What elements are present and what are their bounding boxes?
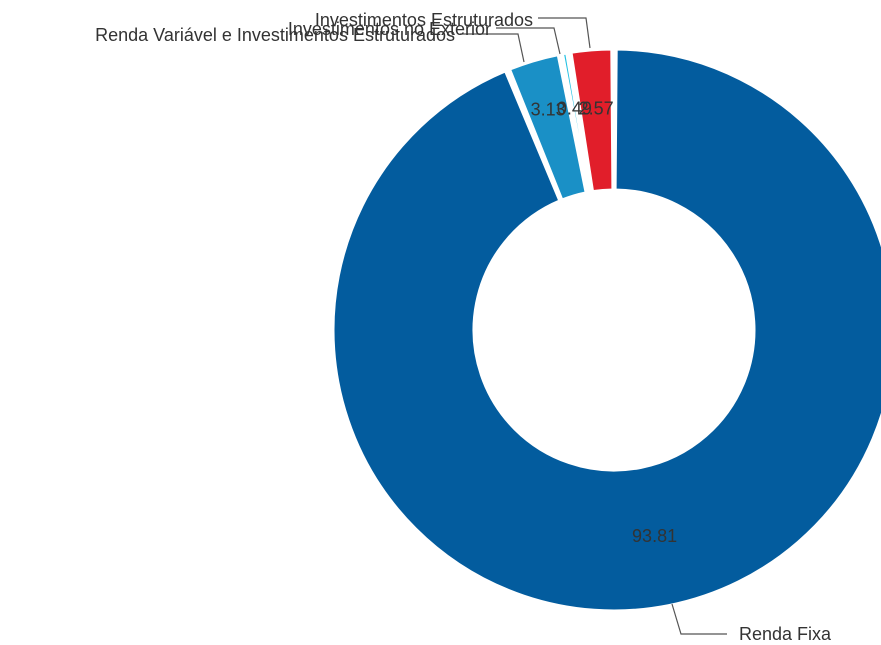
value-label-renda-fixa: 93.81 bbox=[632, 526, 677, 546]
slice-investimentos-estruturados[interactable] bbox=[569, 47, 615, 194]
category-labels: Renda Fixa Renda Variável e Investimentos… bbox=[95, 10, 832, 644]
leader-line-renda-fixa bbox=[671, 603, 727, 635]
slice-renda-fixa[interactable] bbox=[331, 47, 881, 613]
leader-line-investimentos-estruturados bbox=[538, 17, 591, 49]
category-label-investimentos-no-exterior: Investimentos no Exterior bbox=[288, 19, 491, 39]
value-label-renda-variavel-e-investimentos-estruturados: 3.13 bbox=[531, 100, 566, 120]
slice-investimentos-no-exterior[interactable] bbox=[560, 51, 592, 194]
value-labels: 93.81 3.130.492.57 bbox=[531, 99, 678, 547]
category-label-renda-variavel-e-investimentos-estruturados: Renda Variável e Investimentos Estrutura… bbox=[95, 25, 455, 45]
category-label-investimentos-estruturados: Investimentos Estruturados bbox=[315, 10, 533, 30]
leader-line-renda-variavel-e-investimentos-estruturados bbox=[460, 33, 525, 63]
donut-slices bbox=[331, 47, 881, 613]
leader-line-investimentos-no-exterior bbox=[496, 27, 561, 55]
leader-lines bbox=[460, 17, 727, 635]
slice-renda-variavel-e-investimentos-estruturados[interactable] bbox=[507, 53, 588, 202]
value-label-investimentos-estruturados: 2.57 bbox=[579, 99, 614, 119]
value-label-investimentos-no-exterior: 0.49 bbox=[557, 99, 592, 119]
category-label-renda-fixa: Renda Fixa bbox=[739, 624, 832, 644]
